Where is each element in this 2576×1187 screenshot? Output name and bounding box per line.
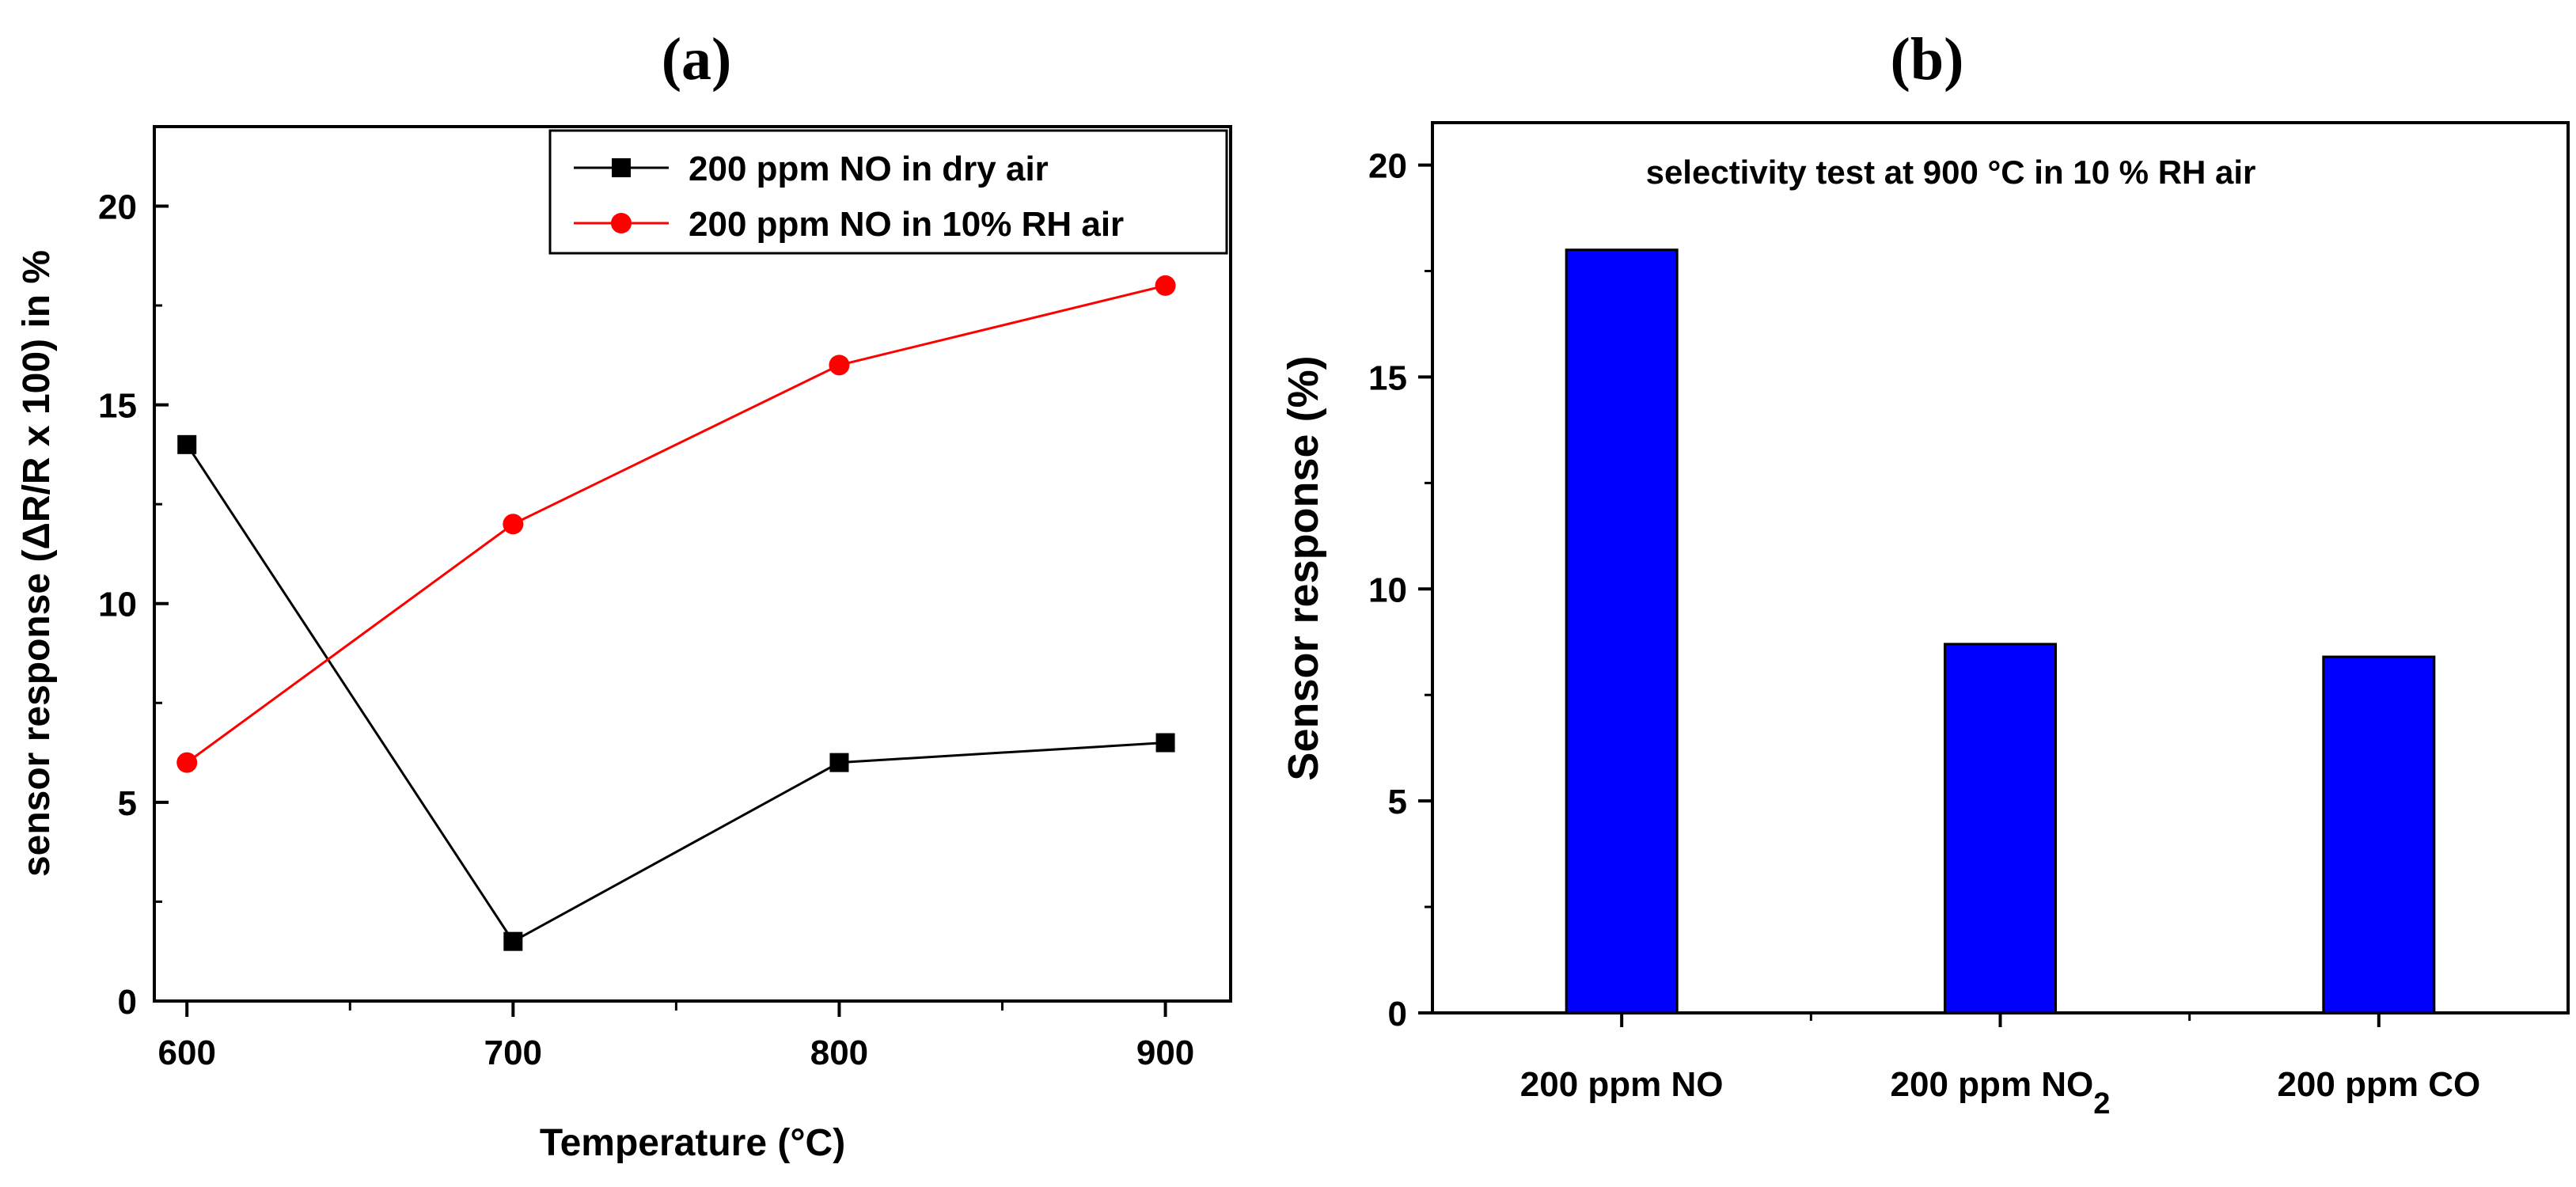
- category-label-text: 200 ppm NO: [1520, 1065, 1724, 1104]
- panel-b-bar-chart: (b) selectivity test at 900 °C in 10 % R…: [1280, 26, 2570, 1121]
- panel-a-y-tick-label: 0: [118, 983, 137, 1022]
- panel-b-label: (b): [1891, 26, 1964, 93]
- panel-b-y-tick-label: 20: [1368, 147, 1407, 186]
- data-point-dry-air: [1155, 733, 1175, 753]
- panel-a-y-tick-label: 5: [118, 784, 137, 823]
- bar-2: [1944, 643, 2057, 1014]
- panel-a-y-tick-label: 15: [98, 387, 137, 426]
- panel-a-line-chart: (a) 0 5 10 15 20 600 700 800 900 Temperature (°C…: [16, 26, 1232, 1164]
- legend-rh-air-label: 200 ppm NO in 10% RH air: [689, 205, 1124, 244]
- category-label-subscript: 2: [2093, 1087, 2110, 1121]
- panel-b-y-axis-title: Sensor response (%): [1280, 355, 1327, 780]
- panel-a-y-tick-label: 10: [98, 586, 137, 624]
- panel-b-y-tick-label: 15: [1368, 358, 1407, 397]
- panel-b-category-label: 200 ppm CO: [2277, 1065, 2480, 1104]
- panel-b-category-label: 200 ppm NO: [1520, 1065, 1724, 1104]
- panel-a-plot-frame: [153, 125, 1232, 1003]
- panel-b-y-tick-label: 5: [1388, 783, 1407, 821]
- panel-a-x-axis-title: Temperature (°C): [540, 1122, 845, 1164]
- panel-b-category-label: 200 ppm NO2: [1891, 1065, 2111, 1121]
- panel-a-x-tick-label: 700: [484, 1033, 542, 1072]
- data-point-rh-air: [829, 355, 850, 376]
- panel-a-y-axis-title: sensor response (ΔR/R x 100) in %: [16, 250, 58, 877]
- panel-a-y-tick-label: 20: [98, 188, 137, 226]
- legend-rh-air-marker: [611, 213, 632, 233]
- legend-dry-air-marker: [612, 158, 631, 177]
- panel-b-y-tick-label: 0: [1388, 995, 1407, 1033]
- panel-b-annotation: selectivity test at 900 °C in 10 % RH ai…: [1646, 154, 2256, 191]
- data-point-rh-air: [1155, 275, 1176, 296]
- panel-a-legend-box: [548, 129, 1228, 255]
- series-line-dry-air: [185, 443, 1166, 943]
- data-point-dry-air: [829, 753, 849, 772]
- panel-b-y-tick-label: 10: [1368, 571, 1407, 609]
- panel-a-x-tick-label: 600: [158, 1033, 216, 1072]
- panel-a-legend: 200 ppm NO in dry air 200 ppm NO in 10% …: [548, 129, 1228, 255]
- panel-a-label: (a): [662, 26, 732, 93]
- panel-a-x-tick-label: 800: [810, 1033, 868, 1072]
- data-point-dry-air: [177, 434, 197, 454]
- data-point-rh-air: [503, 514, 524, 535]
- data-point-dry-air: [503, 931, 523, 951]
- bar-1: [1565, 248, 1679, 1014]
- series-line-rh-air: [186, 284, 1166, 764]
- legend-dry-air-label: 200 ppm NO in dry air: [689, 150, 1049, 188]
- bar-3: [2322, 655, 2436, 1014]
- data-point-rh-air: [176, 752, 198, 773]
- category-label-text: 200 ppm NO: [1891, 1065, 2094, 1104]
- category-label-text: 200 ppm CO: [2277, 1065, 2480, 1104]
- panel-a-x-tick-label: 900: [1136, 1033, 1194, 1072]
